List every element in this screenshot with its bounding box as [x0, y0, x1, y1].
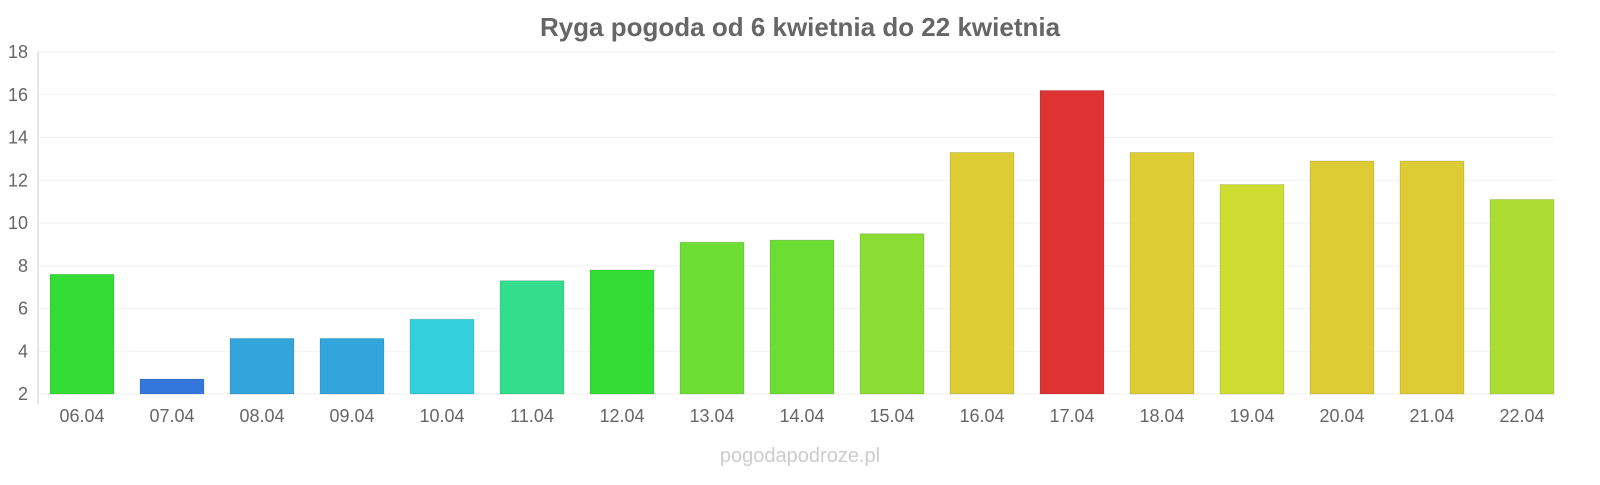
x-tick-label: 21.04: [1409, 406, 1454, 426]
x-tick-label: 10.04: [419, 406, 464, 426]
bar-06.04[interactable]: [49, 273, 115, 395]
bar-15.04[interactable]: [859, 233, 925, 395]
x-tick-label: 14.04: [779, 406, 824, 426]
x-tick-label: 09.04: [329, 406, 374, 426]
bar-07.04[interactable]: [139, 378, 205, 395]
bar-11.04[interactable]: [499, 280, 565, 395]
bar-13.04[interactable]: [679, 241, 745, 395]
x-tick-label: 07.04: [149, 406, 194, 426]
y-tick-label: 4: [18, 341, 28, 361]
x-tick-label: 08.04: [239, 406, 284, 426]
x-tick-label: 19.04: [1229, 406, 1274, 426]
y-tick-label: 16: [8, 85, 28, 105]
y-tick-label: 2: [18, 384, 28, 404]
x-tick-label: 18.04: [1139, 406, 1184, 426]
bar-21.04[interactable]: [1399, 160, 1465, 395]
bar-17.04[interactable]: [1039, 89, 1105, 395]
chart-title: Ryga pogoda od 6 kwietnia do 22 kwietnia: [540, 12, 1061, 42]
x-tick-label: 16.04: [959, 406, 1004, 426]
bar-12.04[interactable]: [589, 269, 655, 395]
x-tick-label: 17.04: [1049, 406, 1094, 426]
y-tick-label: 14: [8, 128, 28, 148]
bar-22.04[interactable]: [1489, 198, 1555, 395]
y-tick-label: 12: [8, 170, 28, 190]
y-tick-label: 8: [18, 256, 28, 276]
bar-20.04[interactable]: [1309, 160, 1375, 395]
y-tick-label: 10: [8, 213, 28, 233]
bar-16.04[interactable]: [949, 151, 1015, 395]
bar-18.04[interactable]: [1129, 151, 1195, 395]
x-tick-label: 15.04: [869, 406, 914, 426]
x-tick-label: 12.04: [599, 406, 644, 426]
bar-08.04[interactable]: [229, 337, 295, 395]
watermark: pogodapodroze.pl: [720, 445, 880, 467]
bar-10.04[interactable]: [409, 318, 475, 395]
y-tick-label: 18: [8, 42, 28, 62]
x-tick-label: 13.04: [689, 406, 734, 426]
x-tick-label: 11.04: [510, 406, 554, 426]
bar-19.04[interactable]: [1219, 184, 1285, 395]
x-tick-label: 06.04: [59, 406, 104, 426]
y-tick-label: 6: [18, 299, 28, 319]
x-tick-label: 22.04: [1499, 406, 1544, 426]
x-tick-label: 20.04: [1319, 406, 1364, 426]
bar-09.04[interactable]: [319, 337, 385, 395]
bar-14.04[interactable]: [769, 239, 835, 395]
